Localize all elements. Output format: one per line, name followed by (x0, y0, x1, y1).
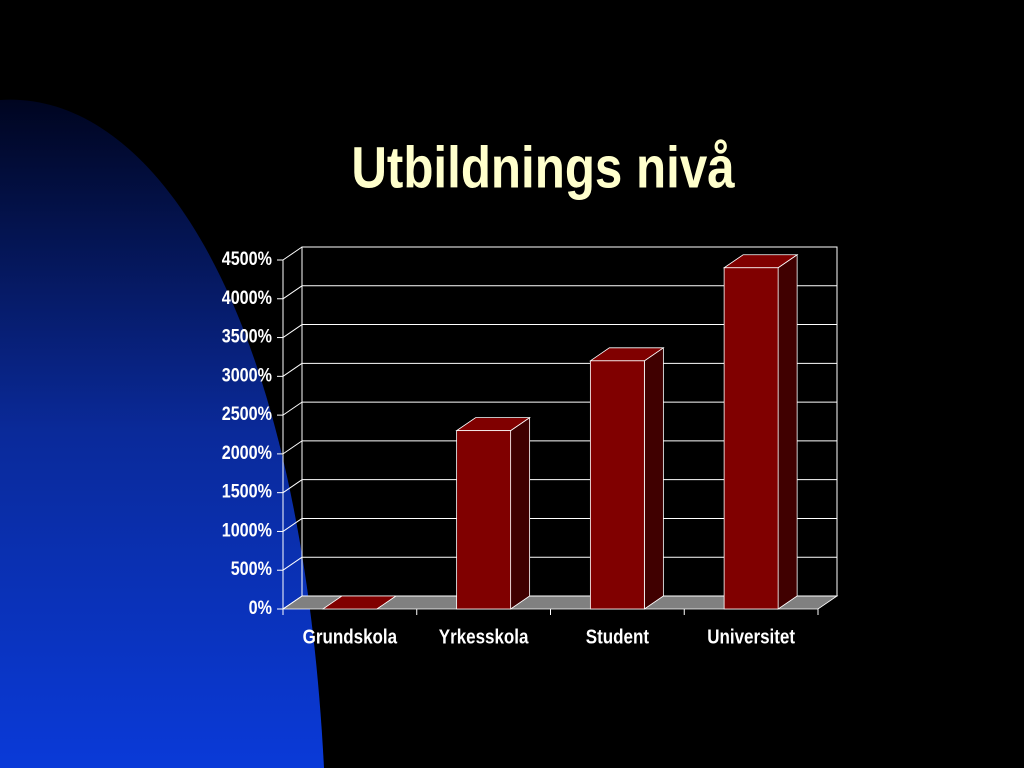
bar-side (510, 416, 531, 610)
bar (456, 430, 512, 610)
y-tick-label: 4500% (222, 248, 273, 270)
side-grid-line (282, 246, 303, 261)
side-grid-line (282, 285, 303, 300)
side-grid-line (282, 324, 303, 338)
side-grid-line (282, 362, 303, 377)
side-grid-line (282, 518, 303, 532)
bar (723, 267, 779, 610)
y-tick-label: 2500% (222, 403, 273, 425)
side-grid-line (282, 479, 303, 494)
background-shape (0, 99, 324, 768)
x-tick-label: Grundskola (303, 625, 398, 648)
bar-side (643, 347, 664, 610)
bar-side (777, 253, 798, 610)
y-tick-label: 3000% (222, 364, 273, 386)
side-grid-line (282, 401, 303, 416)
side-grid-line (282, 440, 303, 455)
side-grid-line (282, 556, 303, 571)
x-tick-label: Student (586, 625, 649, 648)
y-tick-label: 1500% (222, 480, 273, 502)
x-tick-label: Universitet (707, 625, 795, 648)
y-tick-label: 4000% (222, 287, 273, 309)
y-tick-label: 3500% (222, 325, 273, 347)
y-tick-label: 0% (249, 597, 273, 619)
x-tick-label: Yrkesskola (439, 625, 529, 648)
bar-top (321, 595, 398, 610)
bar (589, 360, 645, 610)
side-grid-line (282, 595, 303, 610)
y-tick-label: 500% (231, 558, 273, 580)
y-tick-label: 2000% (222, 442, 273, 464)
chart-title: Utbildnings nivå (351, 136, 735, 201)
plot: 0% 500% 1000% 1500% 2000% 2500% 3000% 3500% 4000… (222, 246, 839, 648)
y-tick-label: 1000% (222, 519, 273, 541)
